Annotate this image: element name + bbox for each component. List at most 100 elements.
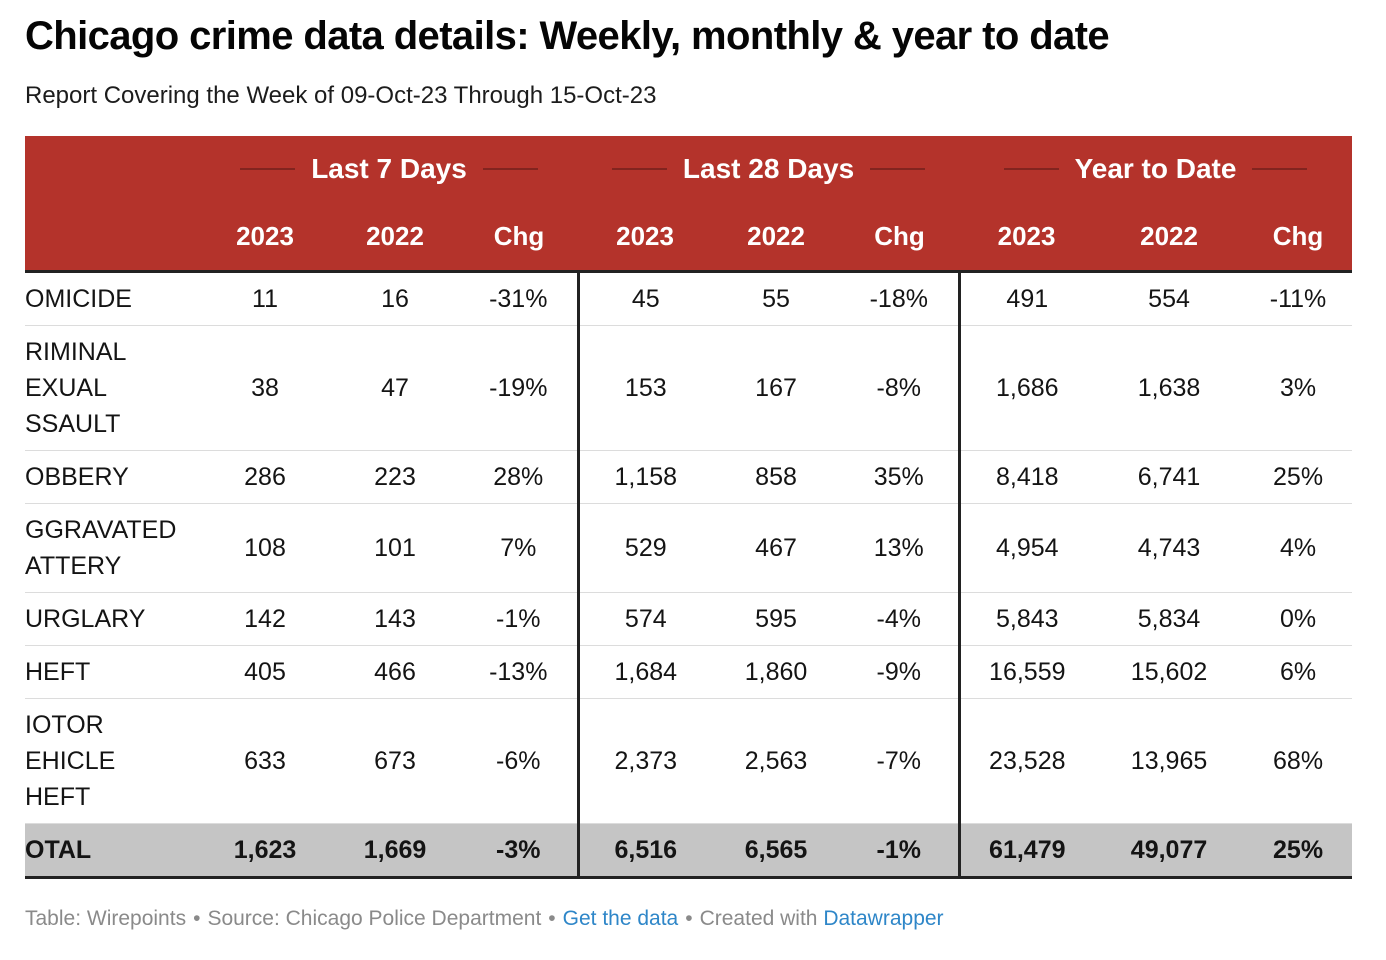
row-cell: 1,686 [957,325,1095,451]
row-cell: 16,559 [957,645,1095,699]
row-cell: 142 [200,592,330,646]
dash-decoration [870,168,926,170]
row-cell: 1,638 [1094,325,1245,451]
row-cell: 574 [576,592,713,646]
footer-bullet: • [548,907,556,930]
row-cell: 466 [330,645,460,699]
row-cell: 4,954 [957,503,1095,593]
corner-cell [25,136,200,202]
row-cell: 1,684 [576,645,713,699]
row-cell: -13% [460,645,579,699]
row-cell: -11% [1269,285,1327,313]
row-cell: 0% [1244,592,1353,646]
row-cell: 16 [381,285,409,313]
row-cell: -9% [840,645,960,699]
row-cell: -7% [840,698,960,824]
row-cell: 1,158 [576,450,713,504]
row-cell: 153 [576,325,713,451]
footer-created-with: Created with [699,907,818,930]
row-label: OBBERY [25,450,200,504]
row-cell: 47 [330,325,460,451]
row-cell: -1% [840,823,960,879]
footer: Table: Wirepoints • Source: Chicago Police… [25,907,1352,931]
row-cell: 23,528 [957,698,1095,824]
footer-bullet: • [193,907,201,930]
row-cell: 143 [330,592,460,646]
row-cell: 3% [1244,325,1353,451]
dash-decoration [482,168,538,170]
col-group-label: Year to Date [1074,153,1237,184]
row-cell: 491 [957,271,1095,326]
row-label: HEFT [25,645,200,699]
row-cell: 2,373 [576,698,713,824]
group-header-row: Last 7 Days Last 28 Days Year to Date [25,136,1353,202]
col-header-2022: 2022 [1094,202,1245,273]
row-cell: -4% [840,592,960,646]
row-cell: 6,741 [1094,450,1245,504]
table-row: HEFT 405 466 -13% 1,684 1,860 -9% 16,559… [25,645,1353,699]
row-cell: 167 [712,325,841,451]
row-cell: 55 [762,285,790,313]
table-body: OMICIDE 11 16 -31% 45 55 -18% 491 554 -1… [25,271,1353,879]
row-cell: 223 [330,450,460,504]
col-group-year-to-date: Year to Date [959,136,1353,202]
row-cell: 7% [460,503,579,593]
table-row: OTAL 1,623 1,669 -3% 6,516 6,565 -1% 61,… [25,823,1353,879]
col-header-2023: 2023 [200,202,330,273]
get-the-data-link[interactable]: Get the data [562,907,679,930]
row-cell: 673 [330,698,460,824]
row-cell: 8,418 [957,450,1095,504]
row-cell: -1% [460,592,579,646]
crime-table: Last 7 Days Last 28 Days Year to Date [25,136,1353,879]
row-cell: 61,479 [957,823,1095,879]
dash-decoration [240,168,296,170]
corner-cell [25,202,200,273]
table-row: OMICIDE 11 16 -31% 45 55 -18% 491 554 -1… [25,271,1352,326]
col-header-chg: Chg [460,202,579,273]
row-label: URGLARY [25,592,200,646]
col-header-2023: 2023 [578,202,713,273]
row-cell: 405 [200,645,330,699]
dash-decoration [1003,168,1059,170]
row-cell: 101 [330,503,460,593]
row-cell: -18% [869,285,928,313]
row-label: GGRAVATED ATTERY [25,503,200,593]
row-cell: 108 [200,503,330,593]
table-header: Last 7 Days Last 28 Days Year to Date [25,136,1353,273]
row-cell: 13% [840,503,960,593]
datawrapper-link[interactable]: Datawrapper [823,907,944,930]
row-cell: 5,834 [1094,592,1245,646]
row-cell: -3% [460,823,579,879]
col-header-chg: Chg [1244,202,1353,273]
row-cell: 6% [1244,645,1353,699]
row-cell: 4% [1244,503,1353,593]
row-cell: 25% [1244,823,1353,879]
footer-table-credit: Table: Wirepoints [25,907,187,930]
row-cell: 286 [200,450,330,504]
col-header-2022: 2022 [712,202,841,273]
col-header-2022: 2022 [330,202,460,273]
row-cell: 5,843 [957,592,1095,646]
page-subtitle: Report Covering the Week of 09-Oct-23 Th… [25,82,657,109]
table-row: URGLARY 142 143 -1% 574 595 -4% 5,843 5,… [25,592,1353,646]
row-cell: 554 [1148,285,1190,313]
row-label: RIMINAL EXUAL SSAULT [25,325,200,451]
row-cell: -19% [460,325,579,451]
row-cell: 11 [252,285,278,313]
col-header-chg: Chg [840,202,960,273]
page-title: Chicago crime data details: Weekly, mont… [25,14,1110,58]
row-cell: 529 [576,503,713,593]
row-cell: -8% [840,325,960,451]
row-cell: 25% [1244,450,1353,504]
row-cell: -6% [460,698,579,824]
row-cell: 49,077 [1094,823,1245,879]
table-row: OBBERY 286 223 28% 1,158 858 35% 8,418 6… [25,450,1353,504]
col-group-label: Last 28 Days [682,153,855,184]
row-cell: 68% [1244,698,1353,824]
row-cell: 28% [460,450,579,504]
row-cell: 2,563 [712,698,841,824]
footer-source: Source: Chicago Police Department [207,907,542,930]
table-row: RIMINAL EXUAL SSAULT 38 47 -19% 153 167 … [25,325,1353,451]
row-cell: 467 [712,503,841,593]
row-cell: 1,860 [712,645,841,699]
